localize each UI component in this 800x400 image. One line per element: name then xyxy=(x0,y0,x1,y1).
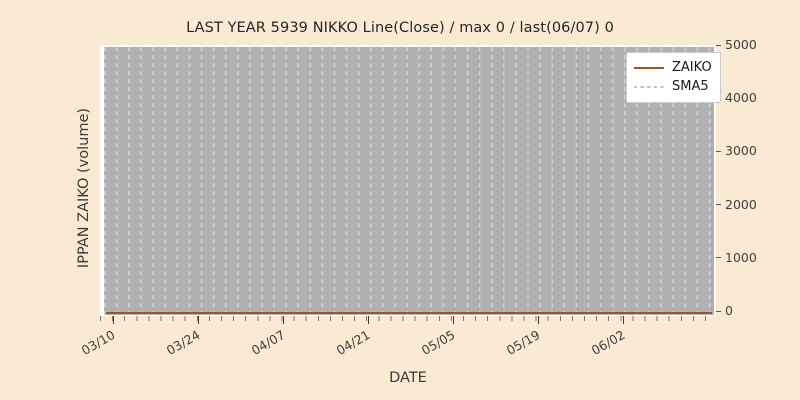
x-tick-label: 05/05 xyxy=(418,327,458,359)
dotted-line-swatch-icon xyxy=(634,81,664,93)
y-tick-label: 2000 xyxy=(725,196,757,212)
x-tickmark xyxy=(623,316,625,324)
y-tickmark xyxy=(716,257,721,259)
x-tickmark xyxy=(368,316,370,324)
y-tickmark xyxy=(716,204,721,206)
legend-label-zaiko: ZAIKO xyxy=(672,60,712,75)
y-tick-label: 0 xyxy=(725,303,733,318)
x-tickmark xyxy=(538,316,540,324)
data-series-layer xyxy=(100,45,716,316)
y-tick-label: 4000 xyxy=(725,90,757,106)
x-tick-label: 05/19 xyxy=(503,327,543,359)
x-tick-label: 06/02 xyxy=(588,327,628,359)
x-tickmark xyxy=(453,316,455,324)
x-tick-label: 03/24 xyxy=(163,327,203,359)
y-tick-label: 3000 xyxy=(725,143,757,159)
x-tick-label: 04/21 xyxy=(333,327,373,359)
solid-line-swatch-icon xyxy=(634,62,664,74)
vertical-gridlines xyxy=(104,47,714,315)
plot-area[interactable] xyxy=(100,45,716,316)
series-line-zaiko xyxy=(106,311,712,314)
x-tick-label: 04/07 xyxy=(248,327,288,359)
y-tickmark xyxy=(716,150,721,152)
x-tickmark xyxy=(113,316,115,324)
chart-title: LAST YEAR 5939 NIKKO Line(Close) / max 0… xyxy=(186,20,614,36)
y-axis-title: IPPAN ZAIKO (volume) xyxy=(76,107,92,269)
legend-item-zaiko[interactable]: ZAIKO xyxy=(634,58,712,77)
x-tick-label: 03/10 xyxy=(78,327,118,359)
x-axis-minor-ticks xyxy=(100,316,716,321)
x-tickmark xyxy=(283,316,285,324)
legend-item-sma5[interactable]: SMA5 xyxy=(634,77,712,96)
y-tick-label: 1000 xyxy=(725,249,757,265)
x-tickmark xyxy=(198,316,200,324)
legend-label-sma5: SMA5 xyxy=(672,79,709,94)
y-tickmark xyxy=(716,310,721,312)
y-tickmark xyxy=(716,44,721,46)
x-axis-title: DATE xyxy=(389,370,427,386)
y-tick-label: 5000 xyxy=(725,37,757,52)
chart-legend[interactable]: ZAIKO SMA5 xyxy=(626,52,721,103)
